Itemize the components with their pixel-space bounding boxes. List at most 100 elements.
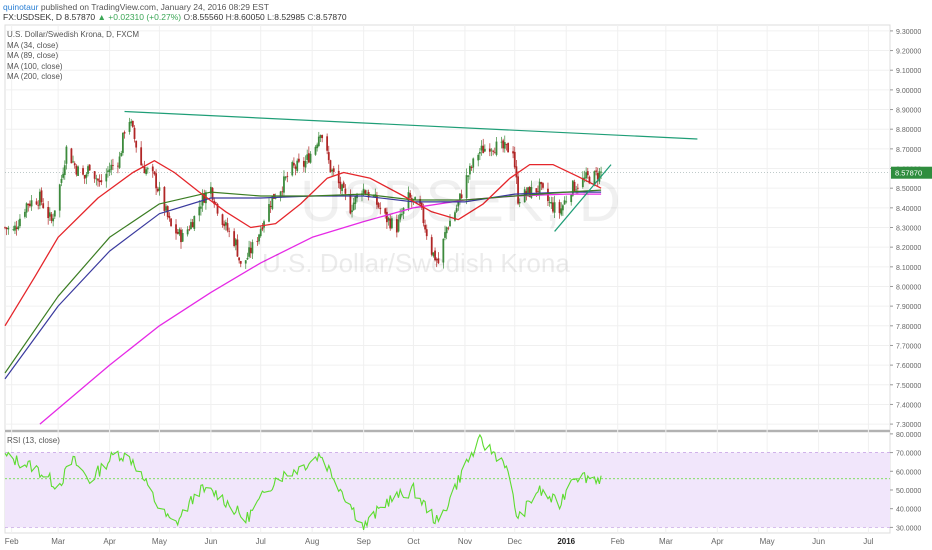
- candle-body: [19, 218, 21, 227]
- candle-body: [209, 186, 212, 194]
- candle-body: [583, 177, 586, 179]
- candle-body: [593, 171, 596, 185]
- trendlines[interactable]: [124, 110, 698, 232]
- candle-body: [238, 257, 241, 261]
- candle-body: [372, 195, 375, 197]
- candle-body: [82, 168, 84, 175]
- candle-body: [50, 214, 53, 221]
- candle-body: [553, 202, 556, 213]
- candle-body: [435, 259, 438, 261]
- trendline-1: [124, 110, 698, 140]
- candle-body: [42, 203, 45, 208]
- candle-body: [389, 218, 392, 229]
- candle-body: [294, 166, 297, 169]
- candle-body: [118, 156, 121, 168]
- candle-body: [455, 208, 458, 212]
- candle-body: [107, 170, 109, 172]
- candle-body: [454, 212, 456, 221]
- candle-body: [558, 202, 561, 214]
- candle-body: [341, 184, 343, 191]
- candle-body: [165, 206, 167, 211]
- high-label: H:: [225, 12, 235, 22]
- legend-ma89[interactable]: MA (89, close): [7, 51, 59, 60]
- x-tick-label: Jun: [812, 537, 825, 546]
- legend-ma200[interactable]: MA (200, close): [7, 72, 63, 81]
- candle-body: [75, 165, 78, 175]
- candle-body: [221, 214, 224, 225]
- candle-body: [234, 239, 237, 246]
- candle-body: [482, 145, 485, 154]
- candle-body: [349, 194, 352, 214]
- candle-body: [176, 231, 179, 234]
- legend-ma34[interactable]: MA (34, close): [7, 40, 59, 50]
- candle-body: [570, 194, 573, 203]
- candle-body: [314, 146, 317, 155]
- candle-body: [307, 153, 310, 163]
- rsi-y-tick-label: 60.0000: [896, 469, 921, 476]
- candle-body: [121, 132, 124, 153]
- candle-body: [384, 208, 387, 214]
- moving-average-lines: [4, 160, 602, 425]
- y-tick-label: 8.70000: [896, 147, 921, 154]
- candle-body: [283, 176, 285, 193]
- candle-body: [83, 175, 86, 179]
- candle-body: [469, 165, 471, 175]
- y-tick-label: 8.30000: [896, 226, 921, 233]
- candle-body: [550, 202, 553, 204]
- candle-body: [291, 162, 294, 176]
- candle-body: [17, 226, 20, 230]
- candle-body: [586, 171, 589, 176]
- x-tick-label: Feb: [5, 537, 19, 546]
- candle-body: [53, 210, 56, 217]
- close-label: C:: [307, 12, 316, 22]
- candle-body: [425, 229, 428, 237]
- candle-body: [387, 218, 390, 221]
- candle-body: [332, 168, 335, 172]
- candle-body: [108, 169, 111, 173]
- y-tick-label: 9.00000: [896, 88, 921, 95]
- candle-body: [445, 227, 448, 234]
- candle-body: [88, 164, 91, 171]
- y-tick-label: 7.30000: [896, 422, 921, 429]
- candle-body: [180, 229, 182, 243]
- candle-body: [58, 184, 61, 211]
- candle-body: [483, 148, 486, 152]
- axes[interactable]: Feb Mar Apr May Jun Jul Aug Sep Oct Nov Dec 2016 Feb…: [5, 29, 932, 546]
- candle-body: [528, 186, 531, 197]
- candle-body: [329, 160, 332, 172]
- author-link[interactable]: quinotaur: [3, 2, 39, 12]
- candle-body: [170, 218, 172, 226]
- candle-body: [248, 247, 250, 257]
- candle-body: [430, 237, 433, 255]
- candle-body: [493, 152, 496, 154]
- candle-body: [73, 163, 76, 166]
- rsi-legend[interactable]: RSI (13, close): [7, 436, 60, 445]
- candle-body: [4, 227, 6, 229]
- legend-ma100[interactable]: MA (100, close): [7, 61, 63, 71]
- candle-body: [337, 170, 340, 184]
- candle-body: [407, 192, 410, 209]
- candle-body: [268, 204, 270, 222]
- candle-body: [414, 197, 417, 201]
- candle-body: [432, 252, 435, 257]
- candle-body: [120, 152, 123, 157]
- candle-body: [263, 221, 265, 228]
- candle-body: [93, 171, 96, 179]
- candle-body: [158, 187, 161, 191]
- candle-body: [178, 229, 181, 235]
- x-tick-label: Jun: [204, 537, 217, 546]
- candle-body: [480, 145, 483, 151]
- candle-body: [362, 188, 365, 194]
- candle-body: [488, 148, 491, 152]
- candle-body: [85, 174, 88, 178]
- candle-body: [259, 229, 262, 237]
- rsi-y-tick-label: 70.0000: [896, 451, 921, 458]
- candle-body: [535, 188, 538, 193]
- candle-body: [186, 229, 189, 235]
- candle-body: [598, 171, 601, 182]
- low-label: L:: [267, 12, 275, 22]
- candle-body: [15, 227, 18, 230]
- candle-body: [576, 187, 579, 189]
- candle-body: [478, 151, 481, 154]
